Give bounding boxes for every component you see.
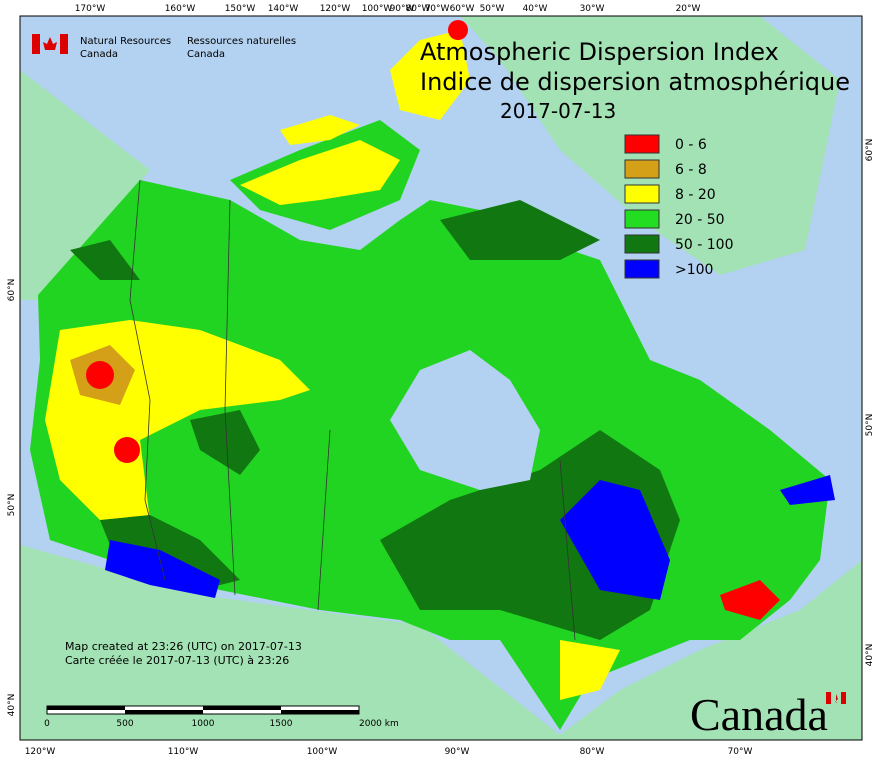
- agency-en: Canada: [80, 49, 118, 60]
- graticule-label: 150°W: [225, 4, 256, 14]
- title: Atmospheric Dispersion Index: [420, 38, 779, 66]
- legend-label: 50 - 100: [675, 237, 734, 253]
- graticule-label: 60°N: [865, 139, 875, 162]
- legend-label: 8 - 20: [675, 187, 716, 203]
- created-note: Map created at 23:26 (UTC) on 2017-07-13: [65, 640, 302, 653]
- scale-label: 500: [116, 719, 133, 729]
- graticule-label: 30°W: [580, 4, 605, 14]
- legend-label: >100: [675, 262, 713, 278]
- graticule-label: 40°W: [523, 4, 548, 14]
- date: 2017-07-13: [500, 99, 616, 123]
- graticule-label: 140°W: [268, 4, 299, 14]
- agency-fr: Ressources naturelles: [187, 36, 296, 47]
- scale-label: 1500: [270, 719, 293, 729]
- graticule-label: 20°W: [676, 4, 701, 14]
- graticule-label: 40°N: [7, 694, 17, 717]
- graticule-label: 170°W: [75, 4, 106, 14]
- legend-label: 20 - 50: [675, 212, 725, 228]
- graticule-label: 70°W: [728, 747, 753, 757]
- legend-swatch: [624, 159, 660, 179]
- scale-label: 0: [44, 719, 50, 729]
- graticule-label: 80°W: [406, 4, 431, 14]
- wordmark: Canada: [690, 689, 828, 740]
- scale-bar: [46, 705, 360, 715]
- graticule-label: 70°W: [425, 4, 450, 14]
- graticule-label: 50°W: [480, 4, 505, 14]
- graticule-label: 160°W: [165, 4, 196, 14]
- graticule-label: 50°N: [865, 414, 875, 437]
- land: [20, 16, 862, 740]
- nrcan-logo: [32, 34, 68, 54]
- created-note: Carte créée le 2017-07-13 (UTC) à 23:26: [65, 654, 289, 667]
- legend-swatch: [624, 209, 660, 229]
- legend-label: 6 - 8: [675, 162, 707, 178]
- legend-swatch: [624, 134, 660, 154]
- graticule-label: 120°W: [25, 747, 56, 757]
- scale-label: 2000 km: [359, 719, 399, 729]
- graticule-label: 110°W: [168, 747, 199, 757]
- graticule-label: 80°W: [580, 747, 605, 757]
- province-borders: [129, 179, 576, 641]
- graticule-label: 50°N: [7, 494, 17, 517]
- frame: [19, 15, 863, 741]
- canada-flag: [826, 692, 846, 704]
- graticule-label: 90°W: [445, 747, 470, 757]
- legend-swatch: [624, 259, 660, 279]
- graticule-label: 120°W: [320, 4, 351, 14]
- agency-fr: Canada: [187, 49, 225, 60]
- title: Indice de dispersion atmosphérique: [420, 68, 850, 96]
- graticule-label: 60°W: [450, 4, 475, 14]
- legend-swatch: [624, 234, 660, 254]
- agency-en: Natural Resources: [80, 36, 171, 47]
- scale-label: 1000: [192, 719, 215, 729]
- graticule-label: 100°W: [307, 747, 338, 757]
- graticule-label: 40°N: [865, 644, 875, 667]
- graticule-label: 60°N: [7, 279, 17, 302]
- graticule-label: 100°W: [362, 4, 393, 14]
- legend-swatch: [624, 184, 660, 204]
- legend-label: 0 - 6: [675, 137, 707, 153]
- graticule-label: 90°W: [390, 4, 415, 14]
